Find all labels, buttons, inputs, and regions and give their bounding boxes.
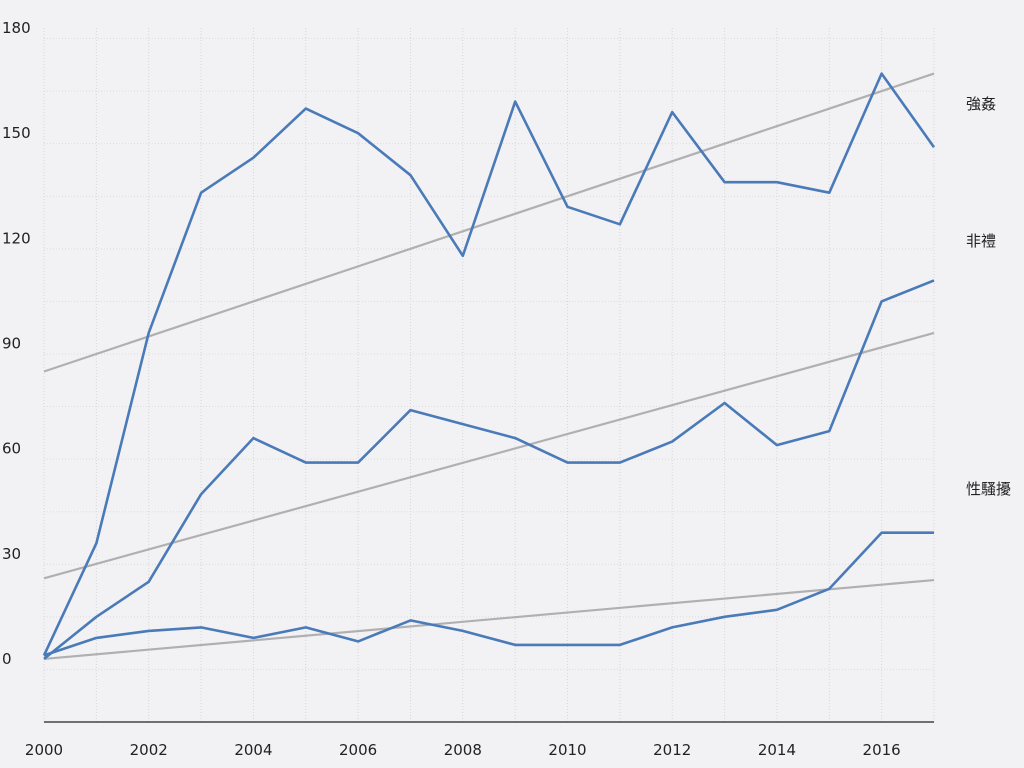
x-tick-label: 2010 <box>548 741 586 759</box>
x-tick-label: 2016 <box>863 741 901 759</box>
trend-line <box>43 578 935 661</box>
series-lines <box>42 72 936 660</box>
x-tick-label: 2002 <box>130 741 168 759</box>
y-tick-label: 60 <box>2 440 21 458</box>
trend-line <box>43 331 935 580</box>
y-tick-label: 0 <box>2 650 12 668</box>
trend-line <box>43 72 935 373</box>
y-tick-label: 30 <box>2 545 21 563</box>
axes: 0 30 60 90 120 150 180 2000 2002 2004 2006 2008 2010… <box>2 19 934 759</box>
x-tick-label: 2014 <box>758 741 796 759</box>
series-label: 非禮 <box>966 232 996 250</box>
series-label: 性騷擾 <box>966 480 1011 498</box>
trend-lines <box>43 72 935 661</box>
x-tick-label: 2000 <box>25 741 63 759</box>
series-line <box>43 531 934 657</box>
x-tick-label: 2008 <box>444 741 482 759</box>
y-tick-label: 150 <box>2 124 31 142</box>
x-tick-label: 2006 <box>339 741 377 759</box>
x-tick-label: 2004 <box>234 741 272 759</box>
series-label: 強姦 <box>966 95 996 113</box>
grid <box>43 28 935 723</box>
y-tick-label: 180 <box>2 19 31 37</box>
series-line <box>42 72 936 656</box>
series-line <box>43 279 935 660</box>
x-tick-label: 2012 <box>653 741 691 759</box>
y-tick-label: 120 <box>2 229 31 247</box>
y-tick-label: 90 <box>2 334 21 352</box>
